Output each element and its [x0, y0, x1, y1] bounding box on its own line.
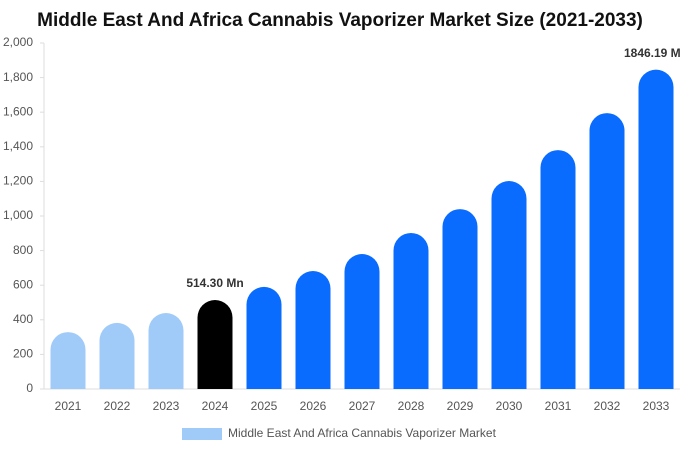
- x-tick-label: 2025: [251, 399, 278, 413]
- y-tick-label: 1,800: [3, 70, 33, 84]
- bar: [589, 113, 625, 389]
- x-tick-label: 2029: [447, 399, 474, 413]
- bar: [99, 322, 135, 389]
- y-tick-label: 200: [13, 347, 33, 361]
- bar: [540, 150, 576, 389]
- bar: [50, 332, 86, 389]
- x-tick-label: 2033: [643, 399, 670, 413]
- x-tick-label: 2032: [594, 399, 621, 413]
- x-tick-label: 2031: [545, 399, 572, 413]
- bar: [148, 313, 184, 389]
- value-label: 1846.19 Mn: [624, 46, 680, 60]
- bar: [344, 254, 380, 389]
- x-tick-label: 2027: [349, 399, 376, 413]
- y-tick-label: 1,000: [3, 208, 33, 222]
- x-tick-label: 2022: [104, 399, 131, 413]
- legend-swatch: [182, 428, 222, 440]
- chart-title: Middle East And Africa Cannabis Vaporize…: [37, 10, 643, 31]
- bar: [295, 271, 331, 389]
- x-tick-label: 2028: [398, 399, 425, 413]
- x-tick-label: 2023: [153, 399, 180, 413]
- x-tick-label: 2024: [202, 399, 229, 413]
- bar: [442, 209, 478, 389]
- y-tick-label: 0: [26, 381, 33, 395]
- bar: [638, 69, 674, 389]
- y-tick-label: 1,400: [3, 139, 33, 153]
- x-tick-label: 2026: [300, 399, 327, 413]
- legend-label: Middle East And Africa Cannabis Vaporize…: [228, 426, 497, 440]
- y-tick-label: 600: [13, 277, 33, 291]
- y-tick-label: 400: [13, 312, 33, 326]
- bar: [393, 232, 429, 389]
- bar: [197, 300, 233, 389]
- bar: [246, 286, 282, 389]
- y-tick-label: 1,200: [3, 174, 33, 188]
- y-tick-label: 800: [13, 243, 33, 257]
- y-tick-label: 1,600: [3, 104, 33, 118]
- y-tick-label: 2,000: [3, 35, 33, 49]
- x-tick-label: 2021: [55, 399, 82, 413]
- value-label: 514.30 Mn: [186, 276, 243, 290]
- x-tick-label: 2030: [496, 399, 523, 413]
- bar: [491, 181, 527, 389]
